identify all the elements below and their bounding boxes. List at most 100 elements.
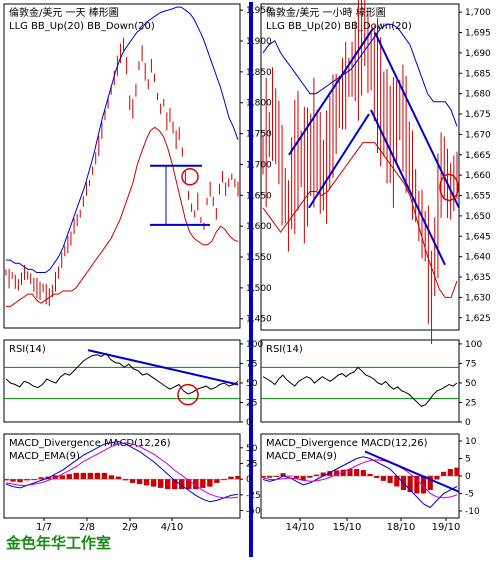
x-tick-label: 2/9	[122, 522, 138, 533]
macd-histogram-bar	[320, 472, 326, 476]
y-tick-label: 1,900	[246, 37, 272, 47]
macd-histogram-bar	[115, 476, 122, 480]
y-tick-label: -5	[465, 490, 474, 500]
rsi-title: RSI(14)	[9, 344, 46, 355]
macd-histogram-bar	[157, 479, 164, 488]
y-tick-label: 1,655	[465, 192, 491, 202]
y-tick-label: 1,660	[465, 171, 491, 181]
panel-frame	[3, 433, 241, 519]
macd-histogram-bar	[427, 476, 433, 490]
macd-line	[5, 440, 239, 503]
macd-histogram-bar	[367, 473, 373, 476]
macd-histogram-bar	[80, 472, 87, 480]
macd-histogram-bar	[221, 479, 227, 481]
y-tick-label: 1,665	[465, 151, 491, 161]
macd-histogram-bar	[87, 472, 94, 480]
y-tick-label: 1,695	[465, 29, 491, 39]
macd-histogram-bar	[300, 476, 306, 481]
macd-title: MACD_Divergence MACD(12,26)	[9, 438, 171, 449]
macd-line	[262, 456, 458, 509]
y-tick-label: 0	[246, 418, 252, 428]
macd-histogram-bar	[374, 476, 380, 479]
macd-histogram-bar	[17, 479, 23, 483]
y-tick-label: 0	[465, 418, 471, 428]
x-tick-label: 1/7	[36, 522, 52, 533]
y-tick-label: 1,680	[465, 90, 491, 100]
y-tick-label: 1,700	[246, 160, 272, 170]
rsi-line	[262, 366, 458, 407]
highlight-circle	[177, 383, 199, 406]
y-tick-label: 75	[246, 359, 257, 369]
y-tick-label: 1,640	[465, 253, 491, 263]
y-tick-label: 75	[465, 359, 476, 369]
y-tick-label: 1,700	[465, 8, 491, 18]
y-tick-label: 0	[465, 472, 471, 482]
y-tick-label: 0	[246, 475, 252, 485]
trend-line	[374, 32, 460, 209]
macd-histogram-bar	[164, 479, 171, 490]
y-tick-label: 1,675	[465, 110, 491, 120]
macd-histogram-bar	[447, 469, 453, 476]
macd-histogram-bar	[327, 471, 333, 476]
highlight-circle	[181, 168, 199, 186]
legend-label: LLG BB_Up(20) BB_Down(20)	[266, 21, 412, 32]
macd-histogram-bar	[441, 471, 447, 476]
y-tick-label: -25	[246, 491, 261, 501]
macd-histogram-bar	[52, 475, 58, 480]
x-tick-label: 14/10	[286, 522, 315, 533]
macd-histogram-bar	[267, 476, 273, 478]
x-tick-label: 15/10	[333, 522, 362, 533]
macd-histogram-bar	[414, 476, 420, 494]
macd-histogram-bar	[179, 479, 185, 490]
y-tick-label: 1,625	[465, 314, 491, 324]
y-tick-label: 1,650	[465, 212, 491, 222]
macd-histogram-bar	[31, 479, 37, 481]
macd-histogram-bar	[143, 479, 150, 486]
y-tick-label: 100	[246, 340, 263, 350]
y-tick-label: 5	[465, 455, 471, 465]
macd-signal-line	[5, 442, 239, 499]
y-tick-label: 1,630	[465, 293, 491, 303]
macd-histogram-bar	[235, 476, 241, 480]
y-tick-label: 1,850	[246, 68, 272, 78]
trend-line	[370, 109, 446, 266]
macd-histogram-bar	[66, 474, 73, 480]
x-tick-label: 19/10	[432, 522, 461, 533]
panel-frame	[3, 339, 241, 423]
y-tick-label: 50	[246, 379, 258, 389]
legend-label: LLG BB_Up(20) BB_Down(20)	[9, 21, 155, 32]
rsi-title: RSI(14)	[266, 344, 303, 355]
macd-histogram-bar	[420, 476, 427, 494]
bb-up-line	[6, 6, 239, 273]
panel-frame	[3, 3, 241, 329]
bb-down-line	[6, 126, 239, 307]
macd-histogram-bar	[340, 469, 346, 476]
x-tick-label: 2/8	[79, 522, 95, 533]
y-tick-label: 1,550	[246, 253, 272, 263]
y-tick-label: 50	[465, 379, 477, 389]
macd-histogram-bar	[228, 476, 234, 480]
chart-title: 倫敦金/美元 一天 棒形圖	[9, 6, 119, 19]
macd-histogram-bar	[136, 479, 143, 485]
x-tick-label: 18/10	[387, 522, 416, 533]
bb-up-line	[262, 23, 458, 127]
x-tick-label: 4/10	[161, 522, 183, 533]
macd-histogram-bar	[454, 467, 460, 476]
trend-line	[288, 27, 374, 156]
macd-signal-line	[262, 459, 458, 499]
y-tick-label: 1,690	[465, 49, 491, 59]
rsi-line	[5, 352, 239, 395]
macd-histogram-bar	[333, 470, 340, 476]
macd-trend-line	[364, 450, 460, 493]
macd-histogram-bar	[171, 479, 178, 490]
macd-histogram-bar	[434, 476, 440, 480]
macd-histogram-bar	[207, 479, 213, 487]
macd-histogram-bar	[387, 476, 393, 483]
macd-histogram-bar	[122, 479, 129, 481]
y-tick-label: 1,500	[246, 284, 272, 294]
macd-histogram-bar	[3, 479, 9, 481]
panel-frame	[260, 3, 460, 331]
rsi-trend-line	[87, 349, 239, 386]
